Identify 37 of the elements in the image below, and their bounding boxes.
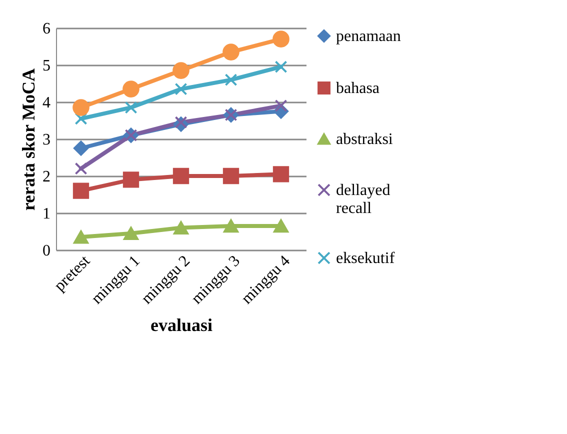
y-tick-label: 2 <box>42 168 50 186</box>
point <box>172 168 190 184</box>
point <box>223 219 239 233</box>
point <box>74 112 88 125</box>
y-tick-label: 5 <box>42 58 50 74</box>
point <box>73 140 89 156</box>
point <box>123 226 139 240</box>
legend-label: penamaan <box>336 28 401 45</box>
point <box>273 219 289 233</box>
point <box>274 60 288 74</box>
point <box>172 62 190 79</box>
point <box>72 182 90 199</box>
point <box>72 99 90 116</box>
point <box>174 82 188 96</box>
y-tick-label: 6 <box>42 20 50 38</box>
y-tick-label: 4 <box>42 94 50 112</box>
point <box>224 74 238 86</box>
point <box>122 80 140 98</box>
legend-label: eksekutif <box>336 250 396 267</box>
legend-label: bahasa <box>336 80 380 97</box>
point <box>173 221 189 234</box>
x-axis-title: evaluasi <box>150 314 213 335</box>
point <box>122 172 140 188</box>
point <box>272 30 290 48</box>
point <box>74 162 88 175</box>
point <box>222 168 240 184</box>
y-tick-label: 3 <box>42 132 50 148</box>
legend-label: abstraksi <box>336 131 394 148</box>
y-tick-label: 0 <box>42 242 50 260</box>
y-axis-title: rerata skor MoCA <box>18 68 38 211</box>
legend-label: dellayed recall <box>336 182 390 217</box>
point <box>124 101 138 114</box>
y-tick-label: 1 <box>42 206 50 222</box>
point <box>222 44 240 60</box>
point <box>274 99 288 112</box>
point <box>73 230 89 244</box>
point <box>272 166 290 182</box>
